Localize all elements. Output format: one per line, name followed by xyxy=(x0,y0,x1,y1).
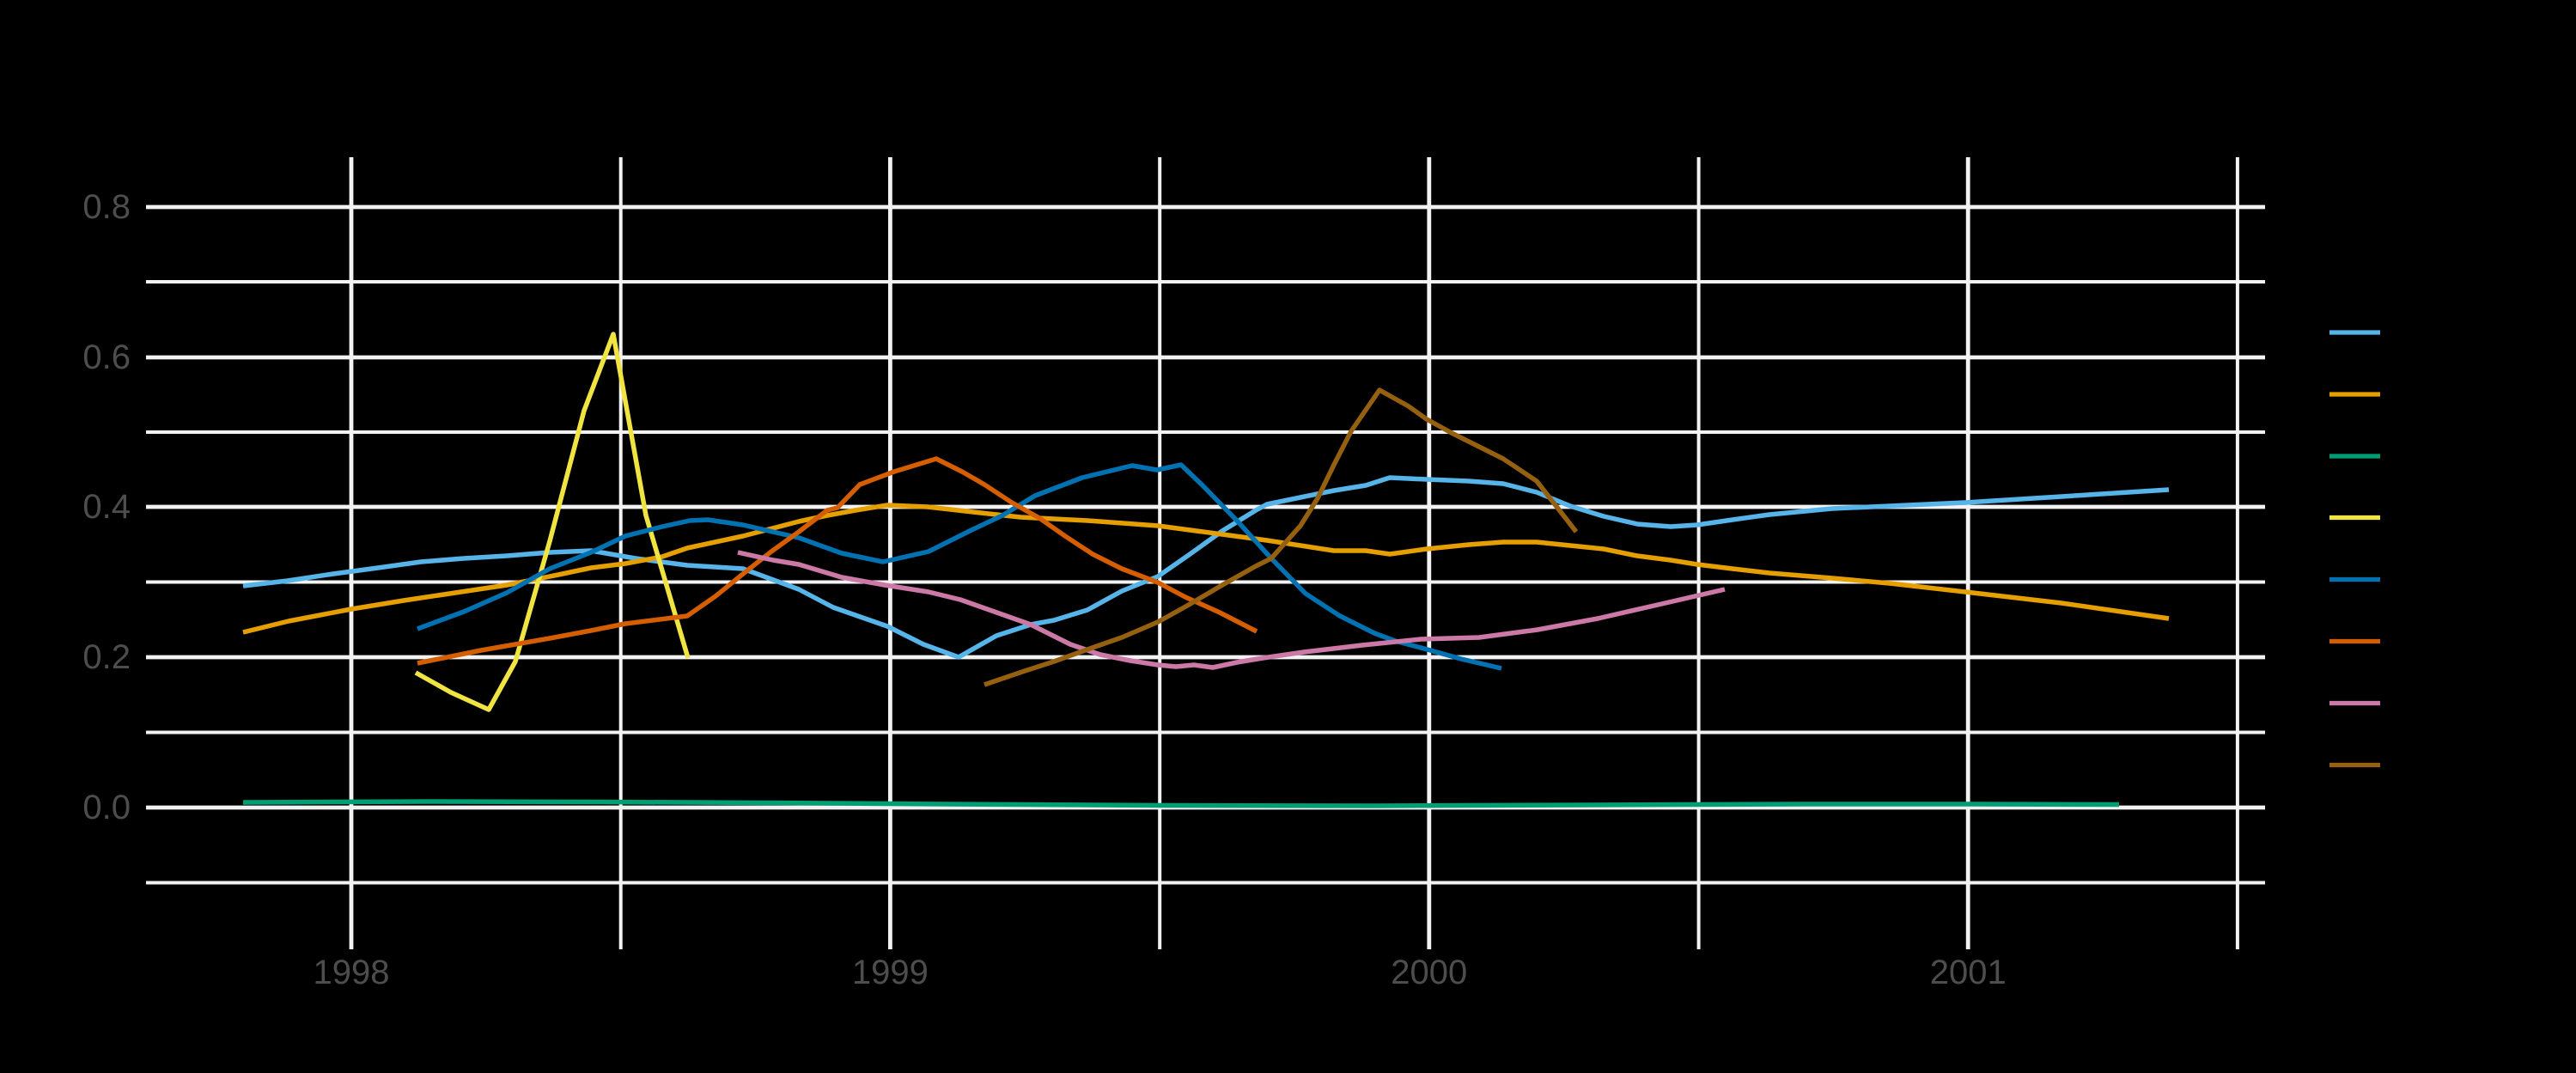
svg-text:0.0: 0.0 xyxy=(82,789,131,826)
svg-text:0.4: 0.4 xyxy=(82,488,131,526)
svg-text:1998: 1998 xyxy=(314,954,390,991)
svg-text:0.2: 0.2 xyxy=(82,638,131,676)
svg-text:0.6: 0.6 xyxy=(82,338,131,376)
svg-text:0.8: 0.8 xyxy=(82,188,131,226)
svg-text:2001: 2001 xyxy=(1930,954,2007,991)
svg-text:1999: 1999 xyxy=(852,954,929,991)
svg-text:2000: 2000 xyxy=(1391,954,1467,991)
